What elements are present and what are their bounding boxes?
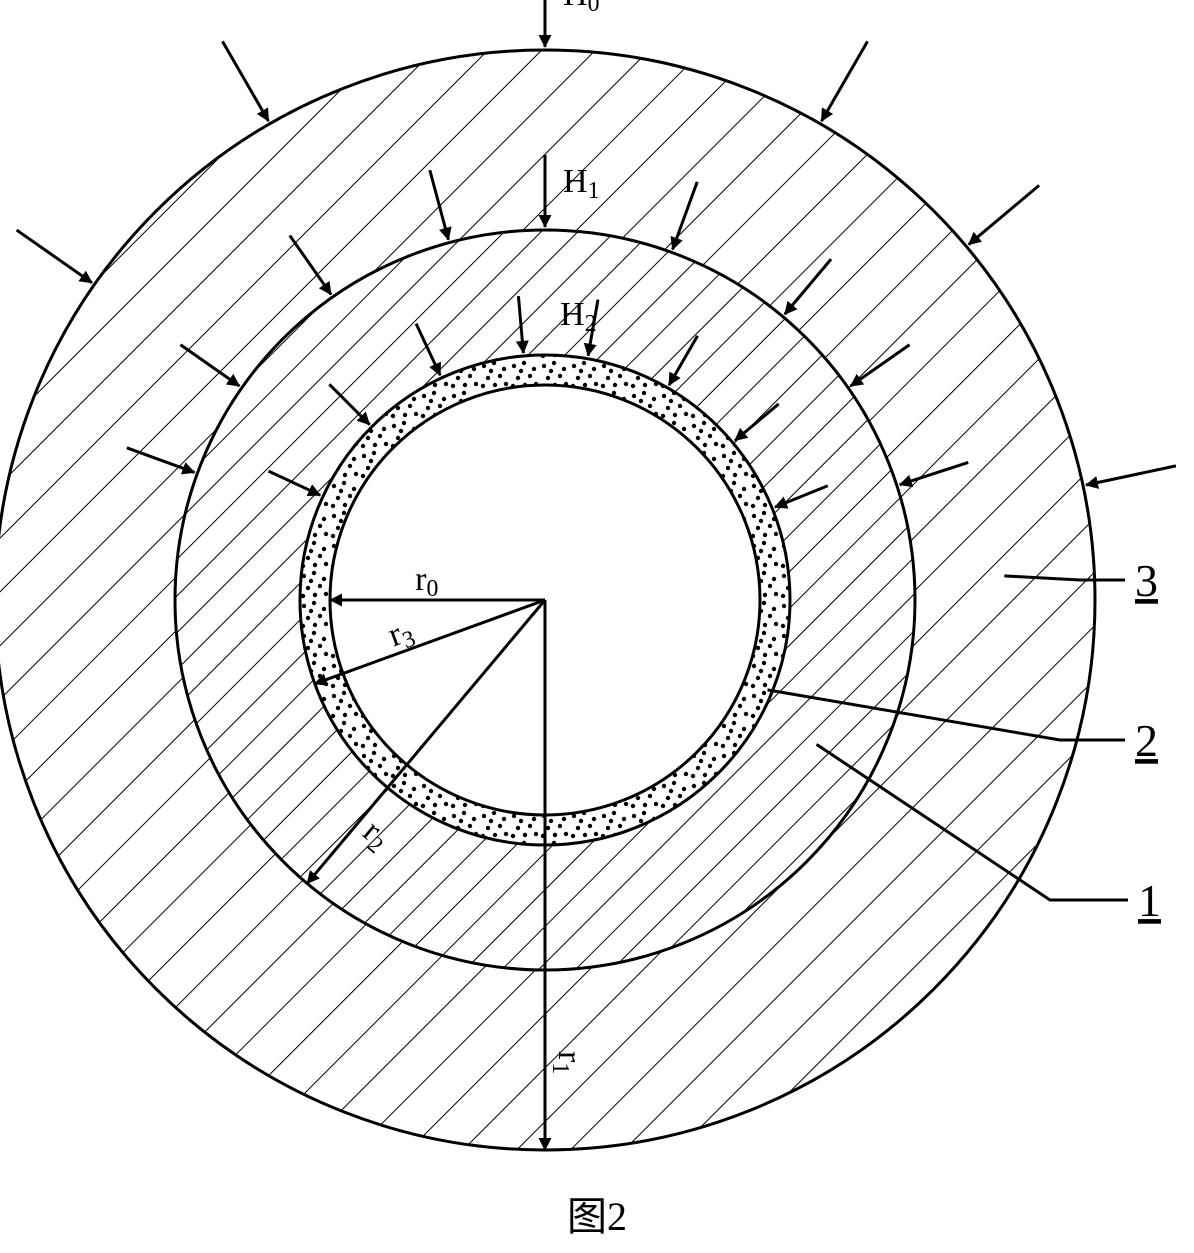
label-H0: H0 xyxy=(563,0,599,17)
callout-3-number: 3 xyxy=(1135,555,1158,606)
callout-1-number: 1 xyxy=(1138,875,1161,926)
figure-caption: 图2 xyxy=(567,1194,627,1239)
r0-label: r0 xyxy=(415,561,438,602)
callout-2-number: 2 xyxy=(1135,715,1158,766)
rings xyxy=(0,50,1095,1150)
r3-label: r3 xyxy=(383,612,419,658)
